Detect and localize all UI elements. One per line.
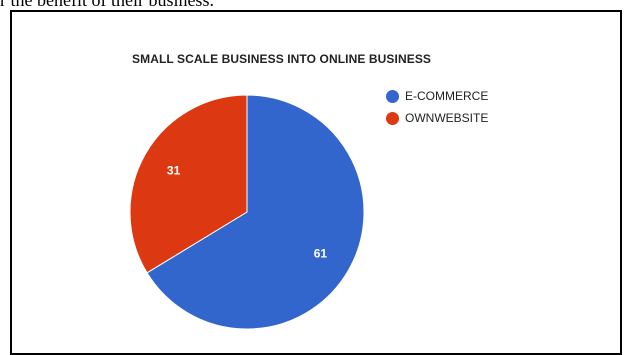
pie-slice-e-commerce	[146, 94, 365, 330]
legend-item-ownwebsite: OWNWEBSITE	[386, 107, 488, 129]
chart-title: SMALL SCALE BUSINESS INTO ONLINE BUSINES…	[132, 52, 432, 66]
chart-legend: E-COMMERCE OWNWEBSITE	[386, 85, 488, 129]
pie-chart: 61 31	[129, 94, 365, 330]
legend-label-ownwebsite: OWNWEBSITE	[405, 111, 489, 125]
legend-swatch-ownwebsite	[386, 111, 399, 125]
legend-label-ecommerce: E-COMMERCE	[405, 89, 489, 103]
legend-item-ecommerce: E-COMMERCE	[386, 85, 488, 107]
intro-text: r the benefit of their business.	[0, 0, 214, 10]
slice-label-e-commerce: 61	[314, 246, 328, 260]
legend-swatch-ecommerce	[386, 89, 399, 103]
pie-slice-ownwebsite	[129, 94, 248, 274]
slice-label-ownwebsite: 31	[167, 164, 181, 178]
